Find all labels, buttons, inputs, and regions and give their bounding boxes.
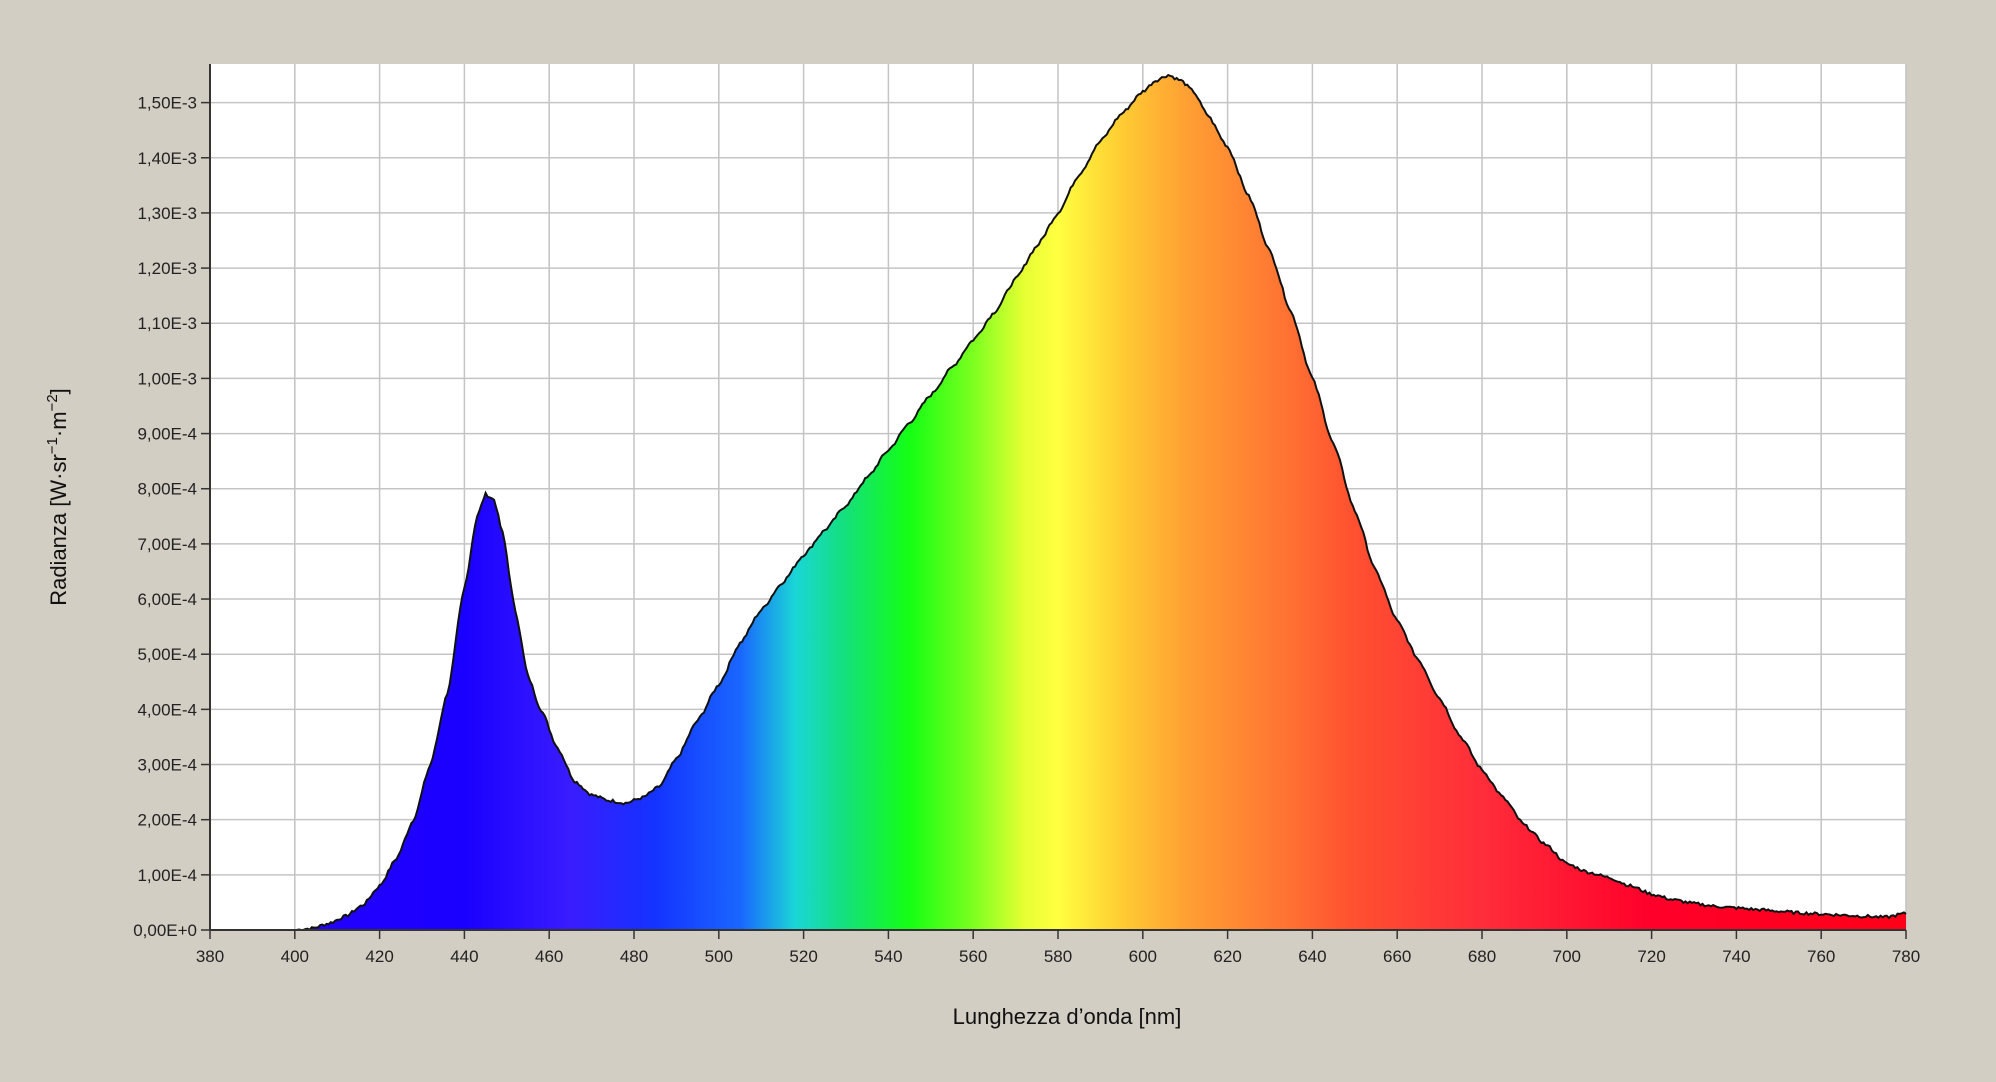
y-tick-label: 1,00E-3 (137, 369, 197, 388)
y-axis-label-sup2: −2 (44, 394, 61, 411)
y-tick-label: 5,00E-4 (137, 645, 197, 664)
spectrum-area (210, 75, 1906, 930)
x-tick-label: 700 (1553, 947, 1581, 966)
y-tick-label: 1,10E-3 (137, 314, 197, 333)
y-tick-label: 0,00E+0 (133, 921, 197, 940)
x-axis-ticks: 380 400 420 440 460 480 500 520 540 560 580 600 620 6… (196, 930, 1920, 966)
x-tick-label: 720 (1637, 947, 1665, 966)
x-tick-label: 680 (1468, 947, 1496, 966)
x-tick-label: 500 (705, 947, 733, 966)
y-axis-label-main: Radianza [W·sr (46, 454, 71, 606)
y-tick-label: 1,30E-3 (137, 204, 197, 223)
x-tick-label: 400 (281, 947, 309, 966)
x-axis-label: Lunghezza d’onda [nm] (953, 1004, 1182, 1029)
y-axis-label: Radianza [W·sr−1·m−2] (44, 388, 71, 606)
y-axis-label-end: ] (46, 388, 71, 394)
x-tick-label: 780 (1892, 947, 1920, 966)
x-tick-label: 480 (620, 947, 648, 966)
y-axis-label-sup1: −1 (44, 437, 61, 454)
x-tick-label: 660 (1383, 947, 1411, 966)
x-tick-label: 440 (450, 947, 478, 966)
y-tick-label: 1,00E-4 (137, 866, 197, 885)
x-tick-label: 760 (1807, 947, 1835, 966)
y-tick-label: 1,20E-3 (137, 259, 197, 278)
y-tick-label: 3,00E-4 (137, 756, 197, 775)
y-tick-label: 2,00E-4 (137, 811, 197, 830)
x-tick-label: 520 (789, 947, 817, 966)
spectrum-outline (210, 73, 1907, 932)
y-tick-label: 8,00E-4 (137, 480, 197, 499)
x-tick-label: 600 (1129, 947, 1157, 966)
y-tick-label: 7,00E-4 (137, 535, 197, 554)
x-tick-label: 580 (1044, 947, 1072, 966)
x-tick-label: 640 (1298, 947, 1326, 966)
x-tick-label: 540 (874, 947, 902, 966)
x-tick-label: 380 (196, 947, 224, 966)
x-tick-label: 740 (1722, 947, 1750, 966)
y-axis-label-mid: ·m (46, 411, 71, 437)
x-tick-label: 620 (1213, 947, 1241, 966)
x-tick-label: 460 (535, 947, 563, 966)
x-tick-label: 560 (959, 947, 987, 966)
y-tick-label: 4,00E-4 (137, 700, 197, 719)
x-tick-label: 420 (365, 947, 393, 966)
y-tick-label: 9,00E-4 (137, 425, 197, 444)
y-tick-label: 1,40E-3 (137, 149, 197, 168)
y-tick-label: 6,00E-4 (137, 590, 197, 609)
y-tick-label: 1,50E-3 (137, 94, 197, 113)
y-axis-ticks: 0,00E+0 1,00E-4 2,00E-4 3,00E-4 4,00E-4 5,00E… (133, 94, 210, 940)
